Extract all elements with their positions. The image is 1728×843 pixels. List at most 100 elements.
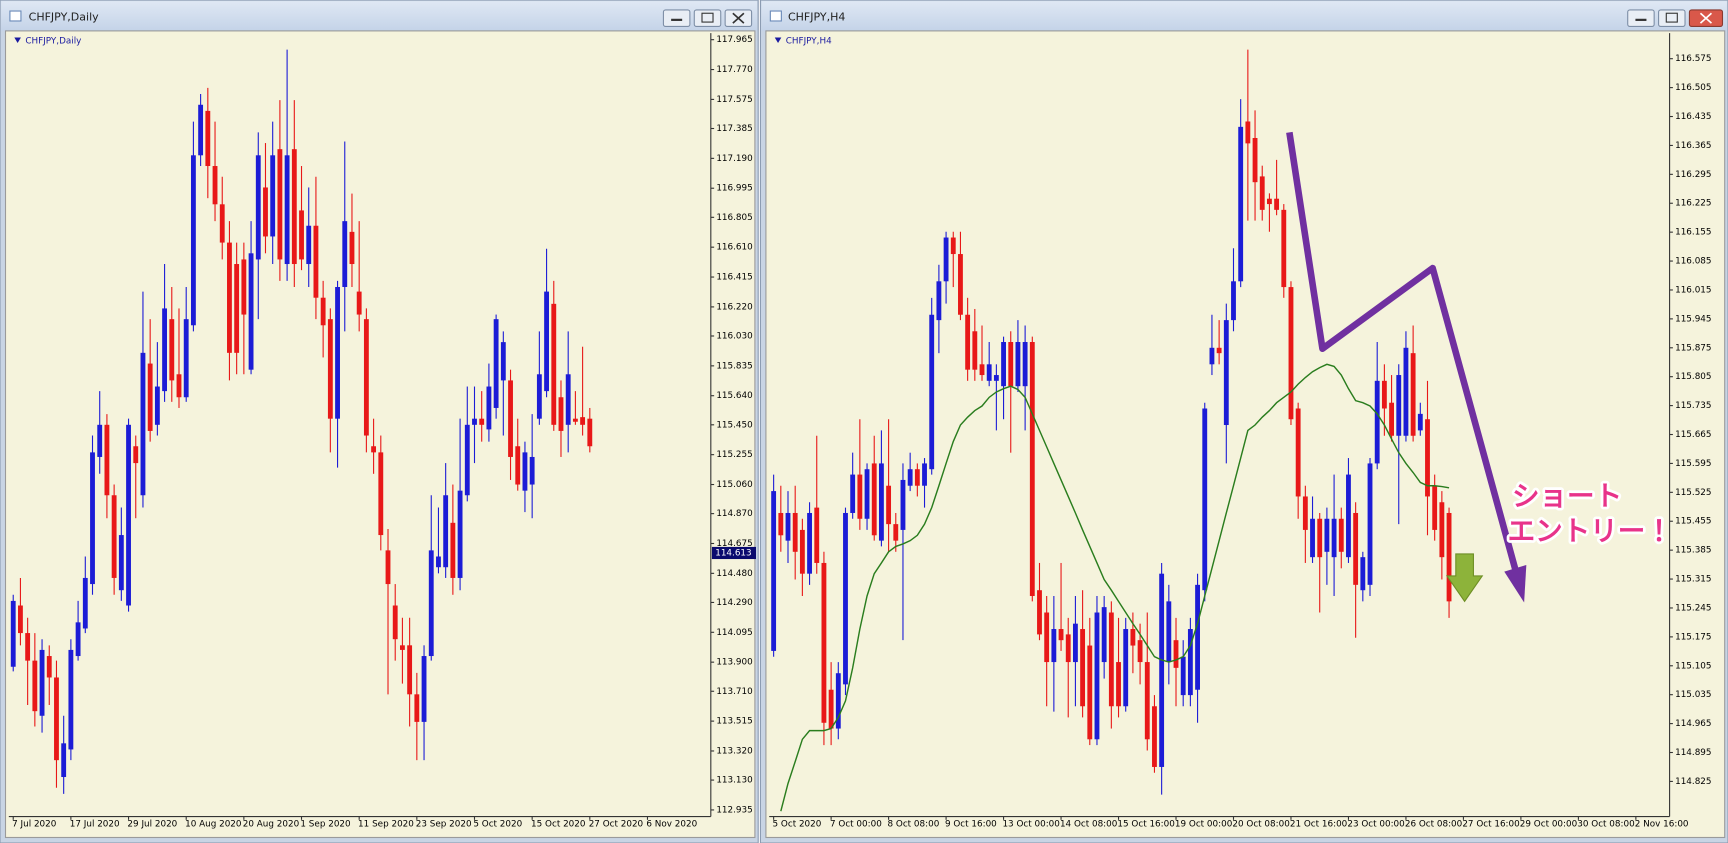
candle-body bbox=[327, 319, 333, 419]
candle-body bbox=[778, 512, 784, 536]
candle-body bbox=[1202, 408, 1208, 591]
candle-body bbox=[500, 342, 506, 381]
y-tick-label: 116.220 bbox=[716, 302, 753, 312]
y-tick-label: 113.515 bbox=[716, 717, 752, 727]
maximize-button[interactable] bbox=[693, 9, 722, 28]
candle-body bbox=[1381, 380, 1387, 409]
candle-body bbox=[1087, 645, 1093, 740]
candle-body bbox=[104, 424, 110, 496]
candle-body bbox=[1425, 419, 1430, 497]
candle-body bbox=[421, 656, 427, 722]
candle-body bbox=[436, 556, 441, 568]
label-marker bbox=[14, 37, 21, 44]
title-bar bbox=[1, 1, 758, 31]
candle-body bbox=[147, 363, 153, 431]
window-buttons[interactable] bbox=[662, 9, 753, 28]
window-buttons[interactable] bbox=[1627, 9, 1724, 28]
candle-body bbox=[907, 469, 913, 486]
candle-body bbox=[219, 204, 225, 243]
plot-area bbox=[771, 49, 1452, 812]
candle-body bbox=[371, 446, 377, 453]
candle-body bbox=[18, 605, 23, 634]
candle-body bbox=[407, 645, 413, 695]
candle-body bbox=[270, 155, 276, 237]
window-title: CHFJPY,Daily bbox=[29, 11, 100, 24]
y-tick-label: 115.060 bbox=[716, 480, 753, 490]
y-tick-label: 116.995 bbox=[716, 184, 752, 194]
candle-body bbox=[1072, 623, 1078, 663]
y-tick-label: 116.575 bbox=[1675, 54, 1711, 64]
candle-body bbox=[277, 149, 283, 260]
candle-body bbox=[1259, 176, 1265, 210]
y-tick-label: 115.665 bbox=[1675, 430, 1711, 440]
candle-body bbox=[1231, 281, 1236, 321]
candle-body bbox=[227, 242, 232, 353]
candle-body bbox=[799, 529, 805, 574]
x-tick-label: 29 Oct 00:00 bbox=[1520, 820, 1578, 830]
candle-body bbox=[572, 418, 578, 422]
title-bar bbox=[761, 1, 1727, 31]
close-glyph bbox=[1699, 12, 1713, 24]
candle-body bbox=[950, 237, 956, 255]
candle-body bbox=[363, 319, 369, 436]
label-marker bbox=[774, 37, 782, 44]
candle-body bbox=[335, 286, 340, 419]
x-tick-label: 11 Sep 2020 bbox=[358, 820, 414, 830]
minimize-glyph bbox=[1635, 18, 1647, 21]
candle-body bbox=[1288, 287, 1294, 420]
candle-body bbox=[1029, 342, 1035, 596]
candle-body bbox=[1051, 629, 1057, 663]
x-tick-label: 5 Oct 2020 bbox=[773, 820, 822, 830]
candle-body bbox=[198, 104, 204, 156]
candle-body bbox=[10, 600, 16, 667]
candle-body bbox=[943, 237, 949, 282]
y-tick-label: 114.895 bbox=[1675, 748, 1711, 758]
x-tick-label: 29 Jul 2020 bbox=[127, 820, 177, 830]
candle-body bbox=[205, 110, 211, 167]
window-icon bbox=[9, 10, 22, 22]
candle-body bbox=[399, 645, 405, 650]
candle-body bbox=[1137, 640, 1143, 663]
candle-body bbox=[1367, 463, 1373, 585]
close-glyph bbox=[732, 12, 745, 24]
candle-body bbox=[893, 524, 899, 541]
y-tick-label: 114.095 bbox=[716, 628, 752, 638]
candle-body bbox=[886, 485, 892, 525]
x-tick-label: 30 Oct 08:00 bbox=[1577, 820, 1635, 830]
minimize-button[interactable] bbox=[662, 9, 691, 28]
candle-body bbox=[457, 490, 463, 578]
y-tick-label: 117.965 bbox=[716, 35, 752, 45]
candle-body bbox=[1152, 706, 1157, 767]
candle-body bbox=[587, 418, 593, 447]
x-tick-label: 20 Aug 2020 bbox=[243, 820, 300, 830]
candle-body bbox=[1410, 353, 1416, 436]
candle-body bbox=[972, 331, 978, 370]
candle-body bbox=[162, 308, 168, 392]
candle-body bbox=[922, 463, 927, 486]
candle-body bbox=[349, 231, 355, 265]
candle-body bbox=[68, 649, 74, 750]
candle-body bbox=[878, 463, 884, 541]
minimize-button[interactable] bbox=[1627, 9, 1655, 28]
candle-body bbox=[1374, 380, 1380, 464]
candle-body bbox=[1144, 662, 1150, 740]
y-tick-label: 116.415 bbox=[716, 273, 752, 283]
candle-body bbox=[1403, 347, 1409, 436]
candle-body bbox=[565, 374, 571, 425]
candle-body bbox=[54, 677, 59, 761]
candle-body bbox=[118, 535, 124, 591]
maximize-button[interactable] bbox=[1658, 9, 1686, 28]
daily-plot: 112.935 113.130 113.320 113.515 113.710 113.9… bbox=[10, 35, 756, 830]
y-tick-label: 115.245 bbox=[1675, 603, 1711, 613]
y-tick-label: 116.225 bbox=[1675, 199, 1711, 209]
candle-body bbox=[39, 649, 45, 716]
candle-body bbox=[986, 364, 992, 381]
candle-body bbox=[551, 303, 557, 425]
y-tick-label: 117.385 bbox=[716, 124, 752, 134]
candle-body bbox=[450, 522, 456, 578]
candle-body bbox=[843, 512, 848, 685]
candle-body bbox=[313, 225, 319, 298]
candle-body bbox=[1187, 629, 1193, 696]
candle-body bbox=[1310, 518, 1315, 558]
y-tick-label: 115.875 bbox=[1675, 343, 1711, 353]
